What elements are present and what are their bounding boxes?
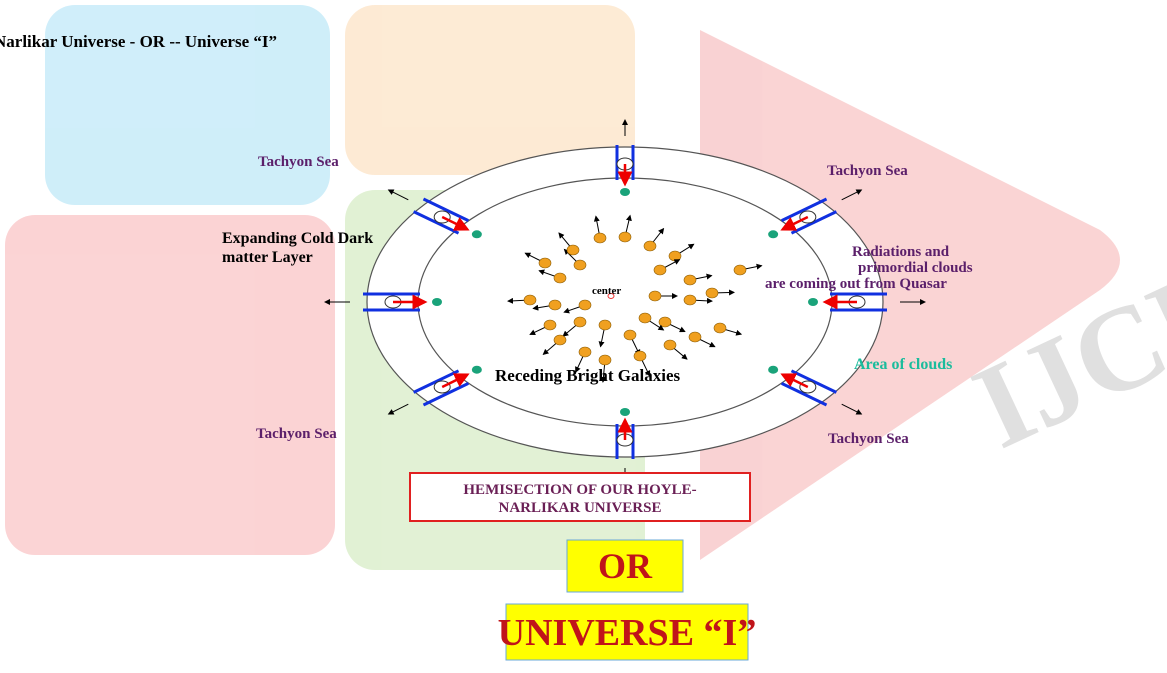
out-arrow (841, 189, 863, 201)
gate (780, 197, 828, 222)
galaxy (683, 294, 697, 306)
galaxy (623, 329, 637, 341)
galaxy (566, 244, 580, 256)
diagram (324, 119, 926, 485)
center-dot (607, 293, 615, 299)
galaxy (643, 240, 657, 252)
galaxy (713, 322, 727, 334)
label: Tachyon Sea (258, 154, 339, 170)
galaxy (578, 299, 592, 311)
galaxy (658, 316, 672, 328)
label: primordial clouds (858, 260, 973, 276)
galaxy (648, 290, 662, 302)
cloud (471, 365, 482, 374)
galaxy (598, 354, 612, 366)
galaxy (548, 299, 562, 311)
red-arrow (780, 215, 809, 231)
label: Expanding Cold Dark (222, 230, 373, 247)
label: matter Layer (222, 249, 313, 266)
red-arrow (441, 215, 470, 231)
label: Area of clouds (854, 356, 952, 373)
galaxy (663, 339, 677, 351)
gate (790, 210, 838, 235)
galaxy (733, 264, 747, 276)
label: Receding Bright Galaxies (495, 366, 680, 385)
caption: NARLIKAR UNIVERSE (499, 500, 662, 516)
cloud (768, 230, 779, 239)
header-title: Narlikar Universe - OR -- Universe “I” (0, 32, 277, 51)
galaxy (553, 272, 567, 284)
galaxy (653, 264, 667, 276)
galaxy (573, 316, 587, 328)
label: Tachyon Sea (828, 431, 909, 447)
galaxy (553, 334, 567, 346)
cloud (471, 230, 482, 239)
universe-box (505, 603, 749, 661)
red-arrow (780, 373, 809, 389)
out-arrow (841, 403, 863, 415)
gate (412, 369, 460, 394)
label: center (592, 285, 621, 297)
label: Radiations and (852, 244, 950, 260)
caption: HEMISECTION OF OUR HOYLE- (463, 482, 696, 498)
cloud (620, 408, 630, 416)
cloud (808, 298, 818, 306)
label: Tachyon Sea (827, 163, 908, 179)
galaxy (593, 232, 607, 244)
galaxy (573, 259, 587, 271)
galaxy (598, 319, 612, 331)
galaxy (618, 231, 632, 243)
cloud (620, 188, 630, 196)
galaxy (578, 346, 592, 358)
or-box (566, 539, 684, 593)
gate (780, 382, 828, 407)
gate (790, 369, 838, 394)
label: Tachyon Sea (256, 426, 337, 442)
or-text: OR (598, 546, 653, 586)
label: are coming out from Quasar (765, 276, 947, 292)
galaxy (538, 257, 552, 269)
cloud (768, 365, 779, 374)
gate (412, 210, 460, 235)
out-arrow (387, 189, 409, 201)
cloud (432, 298, 442, 306)
gate (422, 197, 470, 222)
galaxy (705, 287, 719, 299)
galaxy (523, 294, 537, 306)
universe-text: UNIVERSE “I” (498, 612, 757, 654)
galaxy (633, 350, 647, 362)
caption-box (409, 472, 751, 522)
red-arrow (441, 373, 470, 389)
galaxy (543, 319, 557, 331)
galaxy (688, 331, 702, 343)
galaxy (683, 274, 697, 286)
galaxy (638, 312, 652, 324)
out-arrow (387, 403, 409, 415)
gate (422, 382, 470, 407)
inner-ring (417, 177, 833, 427)
